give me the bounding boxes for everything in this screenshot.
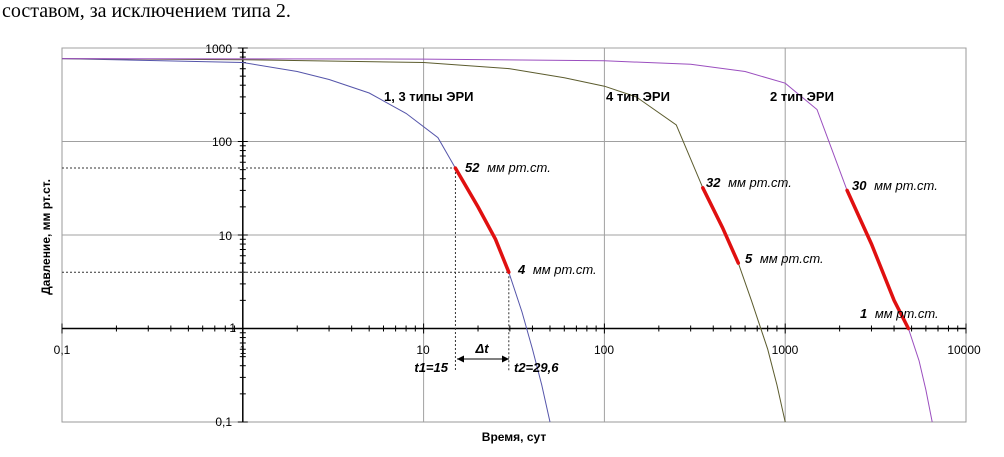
annotation-30: 30 мм рт.ст. xyxy=(852,178,938,193)
annotation-52: 52 мм рт.ст. xyxy=(465,160,551,175)
x-tick-label-10: 10 xyxy=(416,343,430,357)
series-lines xyxy=(61,58,933,423)
x-tick-label-1: 1 xyxy=(240,343,247,357)
annotation-32-unit: мм рт.ст. xyxy=(728,175,792,190)
annotation-30-unit: мм рт.ст. xyxy=(874,178,938,193)
t2-label: t2=29,6 xyxy=(514,360,559,375)
annotation-4-num: 4 xyxy=(517,262,526,277)
annotation-1-num: 1 xyxy=(860,306,867,321)
series-highlight-2 xyxy=(701,186,741,265)
guide-lines xyxy=(62,167,510,372)
series-label-2: 2 тип ЭРИ xyxy=(770,89,834,104)
series-highlight-3 xyxy=(845,188,911,331)
annotation-5-unit: мм рт.ст. xyxy=(760,251,824,266)
annotation-52-unit: мм рт.ст. xyxy=(487,160,551,175)
x-tick-label-10000: 10000 xyxy=(947,343,981,357)
x-tick-label-100: 100 xyxy=(594,343,614,357)
annotation-5-num: 5 xyxy=(745,251,753,266)
x-tick-label-0-1: 0,1 xyxy=(54,343,71,357)
t1-label: t1=15 xyxy=(414,360,448,375)
series-highlight-1 xyxy=(453,166,511,274)
annotation-1: 1 мм рт.ст. xyxy=(860,306,939,321)
annotation-52-num: 52 xyxy=(465,160,480,175)
series-line-2 xyxy=(61,58,786,423)
x-axis-title: Время, сут xyxy=(482,430,547,444)
series-label-1-3: 1, 3 типы ЭРИ xyxy=(384,89,473,104)
annotation-30-num: 30 xyxy=(852,178,867,193)
x-tick-label-1000: 1000 xyxy=(772,343,799,357)
y-axis-title: Давление, мм рт.ст. xyxy=(39,179,53,295)
y-tick-label-10: 10 xyxy=(219,229,233,243)
y-tick-label-0-1: 0,1 xyxy=(215,415,232,429)
series-line-3 xyxy=(61,58,933,423)
caption-text: составом, за исключением типа 2. xyxy=(2,0,291,22)
y-tick-label-100: 100 xyxy=(212,135,232,149)
axes xyxy=(61,47,967,423)
annotation-5: 5 мм рт.ст. xyxy=(745,251,824,266)
y-tick-label-1: 1 xyxy=(229,321,236,335)
annotation-4-unit: мм рт.ст. xyxy=(533,262,597,277)
series-label-4: 4 тип ЭРИ xyxy=(606,89,670,104)
annotation-4: 4 мм рт.ст. xyxy=(517,262,597,277)
annotation-32: 32 мм рт.ст. xyxy=(706,175,792,190)
annotation-32-num: 32 xyxy=(706,175,721,190)
delta-t-label: Δt xyxy=(474,341,489,356)
annotation-1-unit: мм рт.ст. xyxy=(875,306,939,321)
y-tick-label-1000: 1000 xyxy=(205,42,232,56)
